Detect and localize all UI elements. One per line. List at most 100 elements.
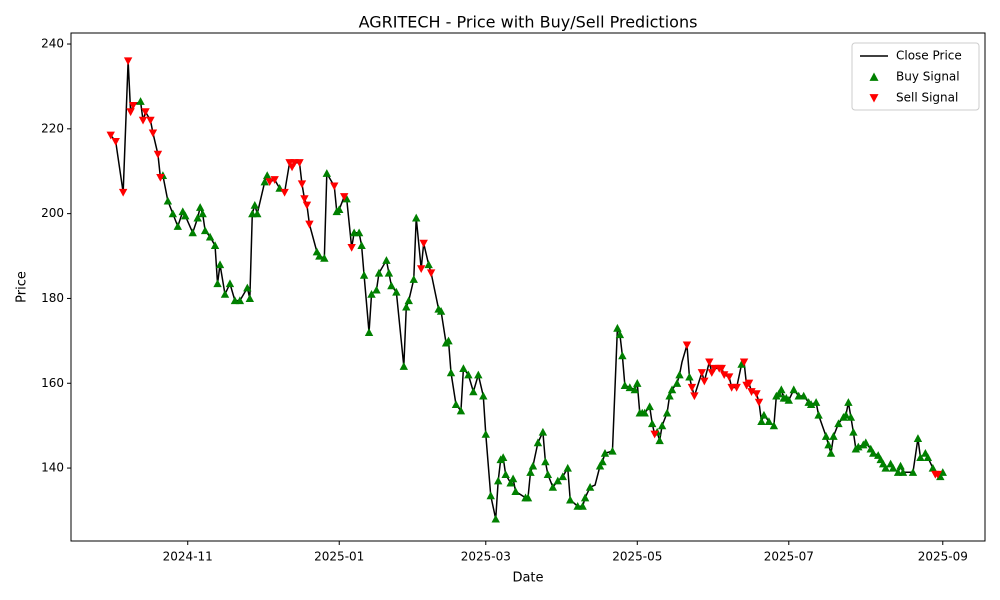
signal-marker <box>558 472 567 481</box>
signal-marker <box>446 368 456 377</box>
signal-marker <box>933 470 943 479</box>
signal-marker <box>650 430 659 439</box>
signal-marker <box>625 383 635 392</box>
signal-marker <box>367 290 376 298</box>
signal-marker <box>747 388 756 396</box>
signal-marker <box>675 370 684 379</box>
signal-marker <box>633 379 642 387</box>
signal-marker <box>220 290 230 298</box>
signal-marker <box>354 228 364 237</box>
signal-marker <box>580 493 590 502</box>
signal-marker <box>260 177 269 186</box>
signal-marker <box>374 268 384 277</box>
signal-marker <box>330 182 339 191</box>
signal-marker <box>774 389 784 398</box>
signal-marker <box>754 398 764 407</box>
signal-marker <box>263 171 272 180</box>
signal-marker <box>598 457 607 466</box>
signal-marker <box>849 427 858 436</box>
signal-marker <box>210 241 220 250</box>
signal-marker <box>126 108 135 117</box>
signal-marker <box>824 440 833 449</box>
signal-marker <box>173 222 182 230</box>
signal-marker <box>645 402 654 411</box>
signal-marker <box>769 421 779 430</box>
signal-marker <box>402 302 411 311</box>
legend-box <box>851 42 980 111</box>
x-tick-label: 2024-11 <box>163 550 213 564</box>
signal-marker <box>384 268 394 277</box>
signal-marker <box>936 472 945 481</box>
signal-marker <box>106 131 115 140</box>
signal-marker <box>181 211 190 220</box>
signal-marker <box>481 429 490 438</box>
signal-marker <box>372 285 381 294</box>
signal-marker <box>717 364 726 373</box>
signal-marker <box>436 306 446 315</box>
signal-marker <box>553 476 563 485</box>
signal-marker <box>128 101 138 110</box>
chart-title: AGRITECH - Price with Buy/Sell Predictio… <box>359 13 698 32</box>
signal-marker <box>541 457 550 466</box>
signal-marker <box>869 449 878 457</box>
signal-marker <box>620 381 630 389</box>
signal-marker <box>811 398 821 406</box>
signal-marker <box>563 463 572 472</box>
signal-marker <box>250 200 259 209</box>
signal-marker <box>732 383 741 392</box>
signal-marker <box>898 468 908 476</box>
signal-marker <box>916 453 925 462</box>
signal-marker <box>511 487 520 495</box>
signal-marker <box>320 253 329 262</box>
signal-marker <box>543 470 553 478</box>
signal-marker <box>409 275 418 283</box>
signal-marker <box>399 362 409 370</box>
signal-marker <box>359 270 369 279</box>
signal-marker <box>538 427 548 436</box>
signal-marker <box>118 188 128 197</box>
signal-marker <box>205 232 215 241</box>
signal-marker <box>784 396 793 404</box>
signal-marker <box>459 364 468 372</box>
signal-marker <box>419 239 428 248</box>
signal-marker <box>498 453 508 462</box>
signal-marker <box>444 336 453 345</box>
signal-marker <box>163 196 173 205</box>
signal-marker <box>270 176 279 184</box>
signal-marker <box>613 323 622 332</box>
y-axis-label: Price <box>15 271 30 303</box>
signal-marker <box>195 203 205 211</box>
signal-marker <box>585 482 595 491</box>
signal-marker <box>888 463 898 472</box>
legend-label: Buy Signal <box>896 70 960 84</box>
y-tick-label: 200 <box>41 206 64 220</box>
legend-label: Close Price <box>896 49 962 63</box>
signal-marker <box>491 514 500 523</box>
signal-marker <box>640 408 649 417</box>
signal-marker <box>479 391 488 400</box>
signal-marker <box>198 209 207 218</box>
signal-marker <box>225 279 235 288</box>
signal-marker <box>322 169 332 177</box>
y-tick-label: 160 <box>41 376 64 390</box>
signal-marker <box>615 330 625 339</box>
signal-marker <box>424 260 433 269</box>
signal-marker <box>295 159 304 167</box>
signal-marker <box>913 434 923 442</box>
signal-marker <box>806 400 816 409</box>
x-tick-label: 2025-07 <box>764 550 814 564</box>
signal-marker <box>685 372 694 381</box>
signal-marker <box>297 180 307 189</box>
signal-marker <box>739 358 749 367</box>
signal-marker <box>744 379 754 388</box>
signal-marker <box>508 474 518 483</box>
signal-marker <box>752 390 761 399</box>
signal-marker <box>156 174 165 182</box>
signal-marker <box>829 432 838 440</box>
signal-marker <box>200 226 210 235</box>
signal-marker <box>188 228 197 237</box>
signal-marker <box>608 446 617 455</box>
signal-marker <box>392 287 401 296</box>
signal-marker <box>136 97 145 105</box>
